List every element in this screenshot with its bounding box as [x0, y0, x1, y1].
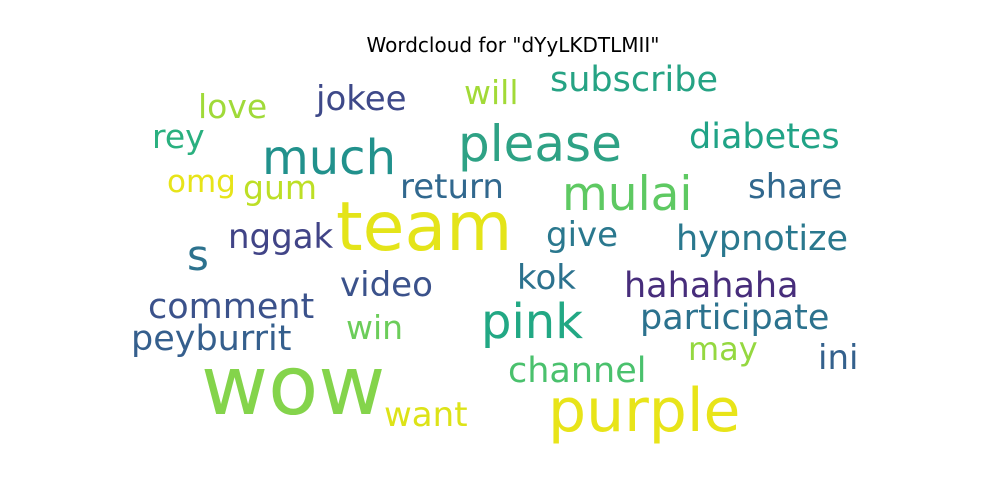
word-peyburrit: peyburrit [131, 319, 291, 359]
word-mulai: mulai [562, 167, 693, 222]
word-team: team [336, 188, 512, 267]
word-win: win [346, 308, 403, 347]
word-give: give [546, 215, 618, 255]
word-hahahaha: hahahaha [624, 266, 799, 306]
word-kok: kok [517, 258, 576, 298]
chart-title: Wordcloud for "dYyLKDTLMII" [366, 33, 660, 57]
word-nggak: nggak [228, 217, 334, 257]
word-ini: ini [818, 338, 858, 378]
word-please: please [458, 115, 622, 173]
word-purple: purple [548, 376, 740, 446]
word-jokee: jokee [315, 79, 407, 119]
word-want: want [384, 395, 468, 435]
word-love: love [198, 87, 267, 126]
word-wow: wow [201, 339, 385, 434]
word-video: video [340, 265, 433, 305]
word-may: may [688, 330, 758, 368]
word-pink: pink [481, 294, 583, 350]
word-omg: omg [167, 164, 236, 200]
word-participate: participate [640, 298, 829, 338]
word-comment: comment [148, 287, 314, 327]
word-diabetes: diabetes [689, 117, 840, 157]
word-rey: rey [152, 117, 205, 156]
word-hypnotize: hypnotize [676, 219, 848, 259]
word-share: share [748, 167, 842, 207]
word-s: s [187, 231, 209, 280]
word-gum: gum [243, 168, 317, 207]
word-return: return [400, 167, 504, 207]
word-subscribe: subscribe [550, 60, 718, 100]
word-much: much [262, 130, 396, 186]
word-will: will [464, 73, 519, 112]
word-channel: channel [508, 351, 647, 391]
